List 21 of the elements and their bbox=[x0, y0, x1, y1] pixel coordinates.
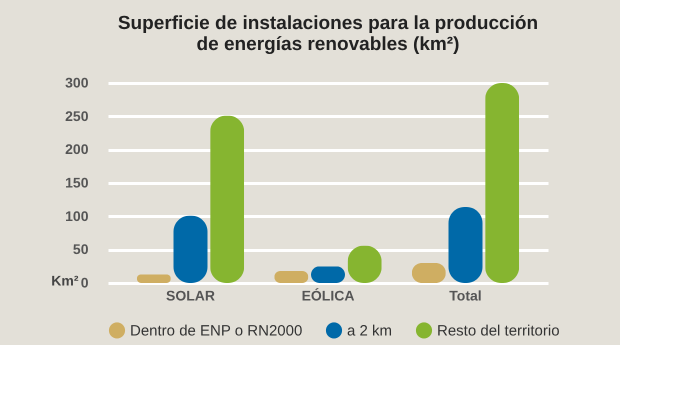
x-tick-label: EÓLICA bbox=[302, 288, 354, 304]
y-tick-label: 50 bbox=[72, 241, 89, 258]
y-axis-title: Km² bbox=[51, 272, 79, 288]
x-tick-label: Total bbox=[449, 288, 482, 304]
legend-label: Dentro de ENP o RN2000 bbox=[130, 322, 302, 340]
y-tick-label: 0 bbox=[80, 274, 89, 290]
y-tick-label: 200 bbox=[65, 141, 89, 158]
bar bbox=[448, 207, 482, 283]
bar bbox=[210, 116, 244, 283]
y-tick-label: 250 bbox=[65, 108, 89, 124]
y-tick-label: 100 bbox=[65, 208, 89, 224]
legend-label: a 2 km bbox=[347, 322, 392, 340]
legend-label: Resto del territorio bbox=[437, 322, 560, 340]
y-tick-label: 150 bbox=[65, 174, 89, 190]
y-tick-label: 300 bbox=[65, 74, 89, 90]
bar bbox=[136, 274, 171, 283]
text: Superficie de instalaciones para la producción bbox=[118, 13, 538, 34]
text: de energías renovables (km²) bbox=[196, 34, 460, 55]
x-tick-label: SOLAR bbox=[166, 288, 215, 304]
bar bbox=[274, 271, 308, 283]
bar bbox=[485, 83, 520, 283]
